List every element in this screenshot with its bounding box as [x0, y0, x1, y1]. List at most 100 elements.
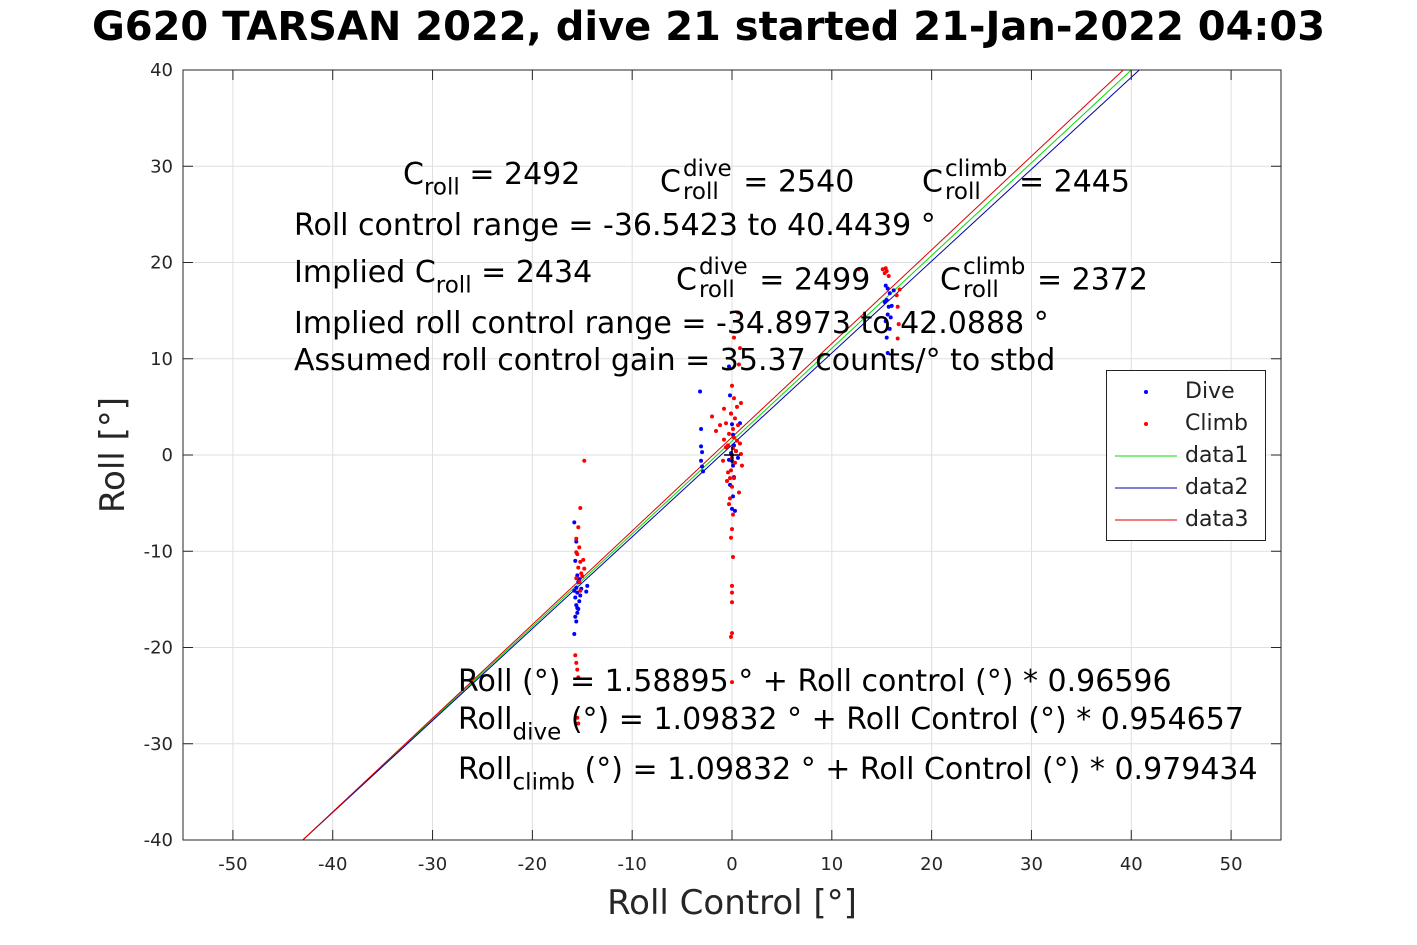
legend-item-climb: Climb: [1107, 409, 1265, 439]
roll-control-range: Roll control range = -36.5423 to 40.4439…: [294, 208, 936, 243]
dive-point: [575, 610, 580, 615]
fit-equation-climb: Rollclimb (°) = 1.09832 ° + Roll Control…: [458, 752, 1258, 796]
y-tick-label: 10: [150, 349, 173, 370]
y-axis-label: Roll [°]: [93, 397, 133, 513]
dive-point: [572, 520, 577, 525]
climb-point: [726, 443, 731, 448]
climb-point: [734, 438, 739, 443]
dive-point: [585, 583, 590, 588]
x-tick-label: -50: [218, 854, 247, 875]
climb-point: [722, 437, 727, 442]
dive-point: [699, 458, 704, 463]
legend-label-data3: data3: [1185, 507, 1249, 532]
x-tick-label: 0: [726, 854, 737, 875]
climb-point: [731, 396, 736, 401]
scatter-points: [572, 266, 902, 726]
climb-point: [856, 267, 861, 272]
climb-point: [732, 416, 737, 421]
climb-point: [895, 336, 900, 341]
x-tick-label: -20: [518, 854, 547, 875]
dive-point: [577, 599, 582, 604]
climb-point: [730, 590, 734, 595]
climb-point: [574, 576, 579, 581]
climb-point: [883, 266, 888, 271]
dive-point: [885, 312, 890, 317]
climb-point: [729, 535, 734, 540]
climb-point: [894, 293, 899, 298]
climb-point: [577, 545, 582, 550]
climb-point: [728, 496, 733, 501]
y-tick-label: 40: [150, 60, 173, 81]
y-tick-label: 20: [150, 253, 173, 274]
climb-point: [576, 565, 581, 570]
dive-point: [574, 539, 579, 544]
fit-equation-dive: Rolldive (°) = 1.09832 ° + Roll Control …: [458, 702, 1244, 746]
climb-point: [578, 505, 583, 510]
climb-point: [730, 631, 734, 636]
dive-point: [575, 606, 580, 611]
climb-point: [736, 362, 741, 367]
climb-point: [730, 427, 735, 432]
y-tick-label: -30: [144, 734, 173, 755]
climb-point: [730, 555, 735, 560]
dive-point: [700, 464, 705, 469]
climb-point: [730, 512, 735, 517]
implied-roll-control-range: Implied roll control range = -34.8973 to…: [294, 306, 1049, 341]
dive-point: [730, 494, 735, 499]
climb-point: [736, 490, 741, 495]
climb-point: [724, 421, 729, 426]
climb-point: [714, 428, 719, 433]
climb-point: [730, 600, 734, 605]
dive-point: [573, 614, 578, 619]
legend-data2-line: [1115, 487, 1177, 489]
dive-point: [572, 588, 577, 593]
fit-lines: [302, 69, 1140, 841]
climb-point: [729, 468, 734, 473]
climb-point: [737, 441, 742, 446]
climb-point: [576, 721, 581, 726]
dive-point: [573, 595, 578, 600]
climb-point: [722, 406, 727, 411]
dive-point: [730, 506, 734, 511]
origin-cross: [724, 446, 740, 464]
fit-line-data3: [302, 69, 1124, 841]
fit-line-data1: [302, 69, 1132, 841]
climb-point: [721, 458, 726, 463]
dive-point: [700, 450, 705, 455]
legend-item-data1: data1: [1107, 441, 1265, 471]
climb-point: [575, 667, 580, 672]
dive-point: [882, 299, 887, 304]
x-tick-label: 20: [920, 854, 943, 875]
climb-point: [897, 287, 902, 292]
legend-data1-line: [1115, 455, 1177, 457]
dive-point: [887, 291, 892, 296]
x-tick-label: 30: [1020, 854, 1043, 875]
legend-label-data2: data2: [1185, 475, 1249, 500]
climb-point: [578, 588, 583, 593]
dive-point: [699, 427, 704, 432]
axis-ticks: -50 -40 -30 -20 -10 0 10 20 30 40 50 -40 -30 -20 -10 0 1…: [144, 60, 1281, 875]
climb-point: [895, 304, 900, 309]
dive-point: [730, 463, 735, 468]
climb-point: [573, 653, 578, 658]
dive-point: [883, 283, 888, 288]
dive-point: [887, 326, 892, 331]
climb-point: [725, 478, 730, 483]
climb-point: [738, 401, 743, 406]
fit-equation-all: Roll (°) = 1.58895 ° + Roll control (°) …: [458, 664, 1172, 699]
dive-point: [883, 319, 888, 324]
dive-point: [888, 315, 893, 320]
dive-point: [701, 469, 706, 474]
climb-point: [718, 423, 723, 428]
dive-point: [698, 389, 703, 394]
climb-point: [896, 322, 901, 327]
climb-point: [582, 566, 587, 571]
climb-point: [574, 536, 579, 541]
legend-data3-line: [1115, 519, 1177, 521]
y-tick-label: -10: [144, 541, 173, 562]
climb-point: [727, 431, 732, 436]
